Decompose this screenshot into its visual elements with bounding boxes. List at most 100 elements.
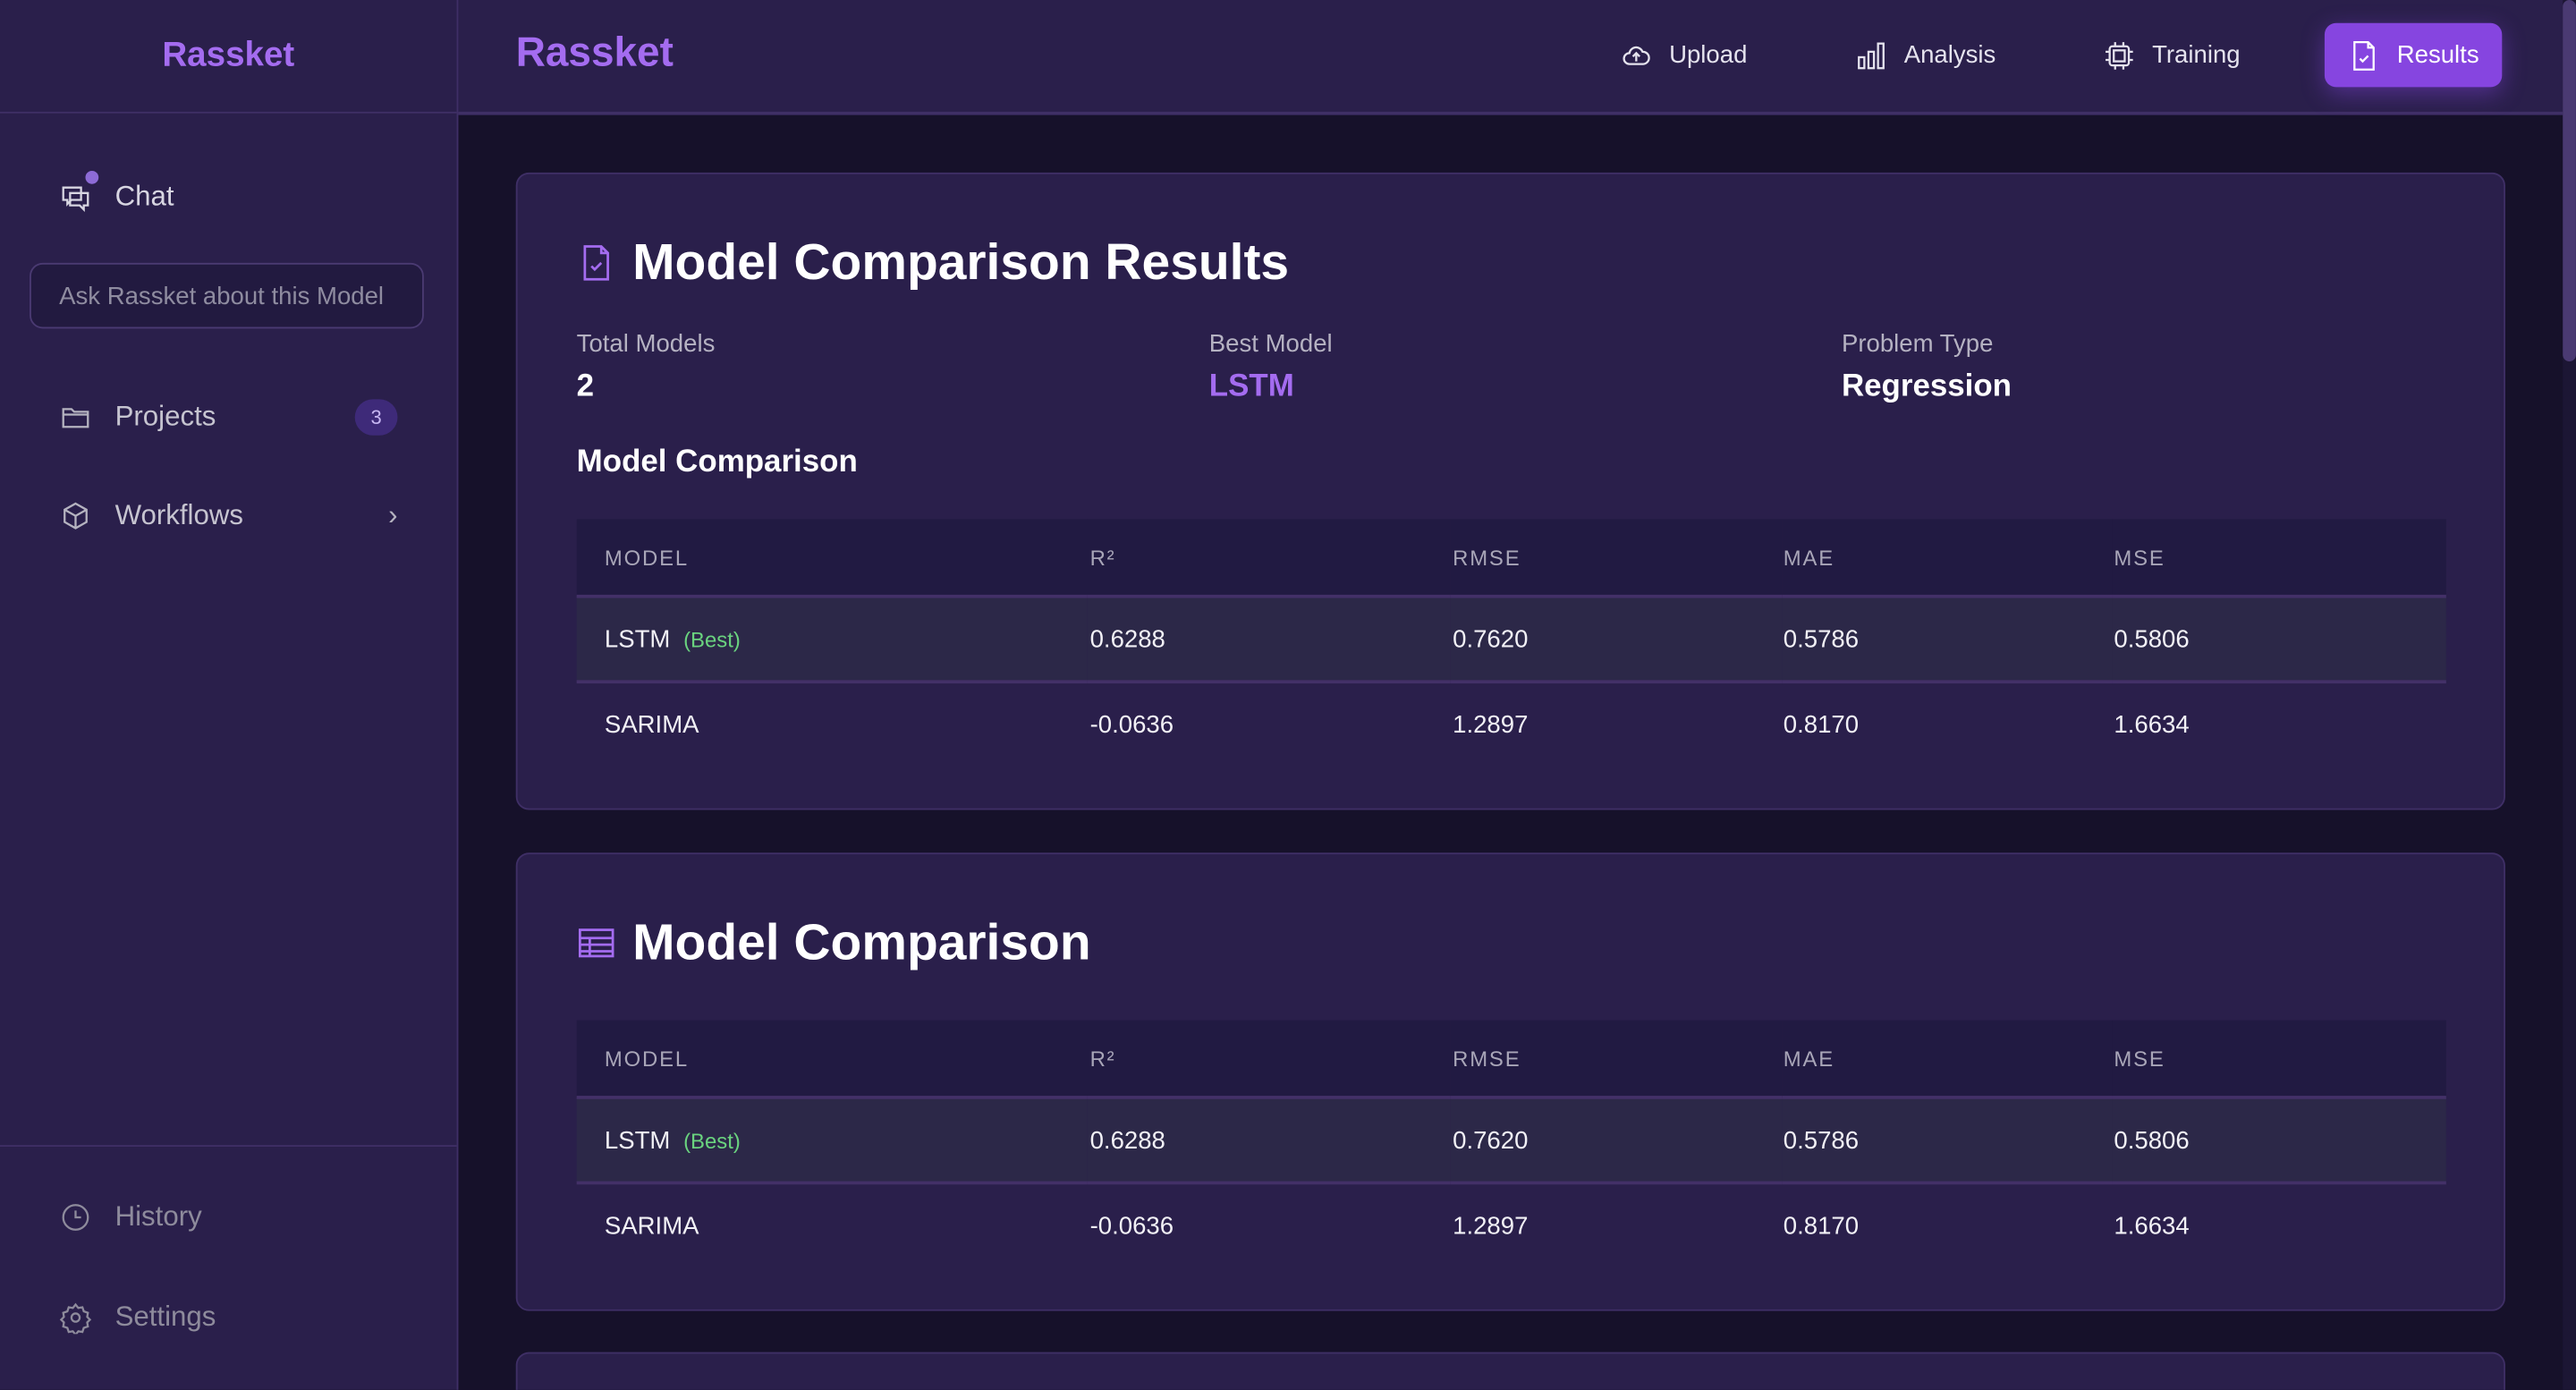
mse-cell: 1.6634 [2114,710,2190,739]
stat-value: LSTM [1208,369,1294,404]
table-row: SARIMA -0.0636 1.2897 0.8170 1.6634 [577,682,2446,766]
results-card: Model Comparison Results Total Models 2 B… [515,172,2505,810]
stat-value: 2 [576,369,595,404]
sidebar-item-settings[interactable]: Settings [59,1301,397,1335]
sidebar-item-projects[interactable]: Projects 3 [59,399,398,436]
sidebar-item-label: Settings [114,1301,216,1333]
projects-count-badge: 3 [354,399,398,436]
r2-cell: -0.0636 [1089,710,1174,739]
ask-rassket-input[interactable] [30,262,424,329]
table-row: LSTM (Best) 0.6288 0.7620 0.5786 0.5806 [576,1097,2446,1185]
column-header: R² [1088,519,1452,598]
table-row: SARIMA -0.0636 1.2897 0.8170 1.6634 [577,1182,2446,1267]
file-check-icon [2353,40,2375,70]
table-icon [578,928,614,958]
model-name: LSTM [604,624,671,654]
model-name: SARIMA [604,710,699,739]
mae-cell: 0.8170 [1783,710,1860,739]
rmse-cell: 1.2897 [1453,1211,1529,1240]
stat-total-models: Total Models 2 [577,330,716,405]
mae-cell: 0.5786 [1781,596,2113,684]
best-label: (Best) [683,1127,741,1153]
sidebar-brand: Rassket [0,0,457,114]
r2-cell: 0.6288 [1088,596,1452,684]
mse-cell: 1.6634 [2114,1211,2190,1240]
folder-icon [62,408,89,428]
comparison-card: Model Comparison MODEL R² RMSE MAE MSE LSTM (B… [515,852,2505,1311]
sidebar-item-label: History [114,1200,202,1233]
stat-label: Problem Type [1841,330,1994,359]
mse-cell: 0.5806 [2112,596,2446,684]
sidebar-item-workflows[interactable]: Workflows › [59,499,397,532]
best-label: (Best) [683,626,741,652]
nav-label: Results [2396,40,2479,70]
cloud-upload-icon [1623,45,1650,64]
table-row: LSTM (Best) 0.6288 0.7620 0.5786 0.5806 [576,596,2446,684]
nav-label: Upload [1669,40,1748,70]
column-header: RMSE [1451,1020,1782,1099]
scrollbar[interactable] [2563,0,2576,1390]
stat-label: Best Model [1208,330,1333,359]
clock-icon [62,1204,89,1231]
comparison-title: Model Comparison [577,913,1091,972]
table-header-row: MODEL R² RMSE MAE MSE [576,519,2446,598]
column-header: MSE [2112,1020,2446,1099]
model-cell: SARIMA [577,682,1089,766]
nav-analysis[interactable]: Analysis [1832,23,2019,88]
nav-label: Training [2152,40,2241,70]
cpu-icon [2106,41,2133,69]
bar-chart-icon [1858,41,1885,69]
sidebar-item-label: Projects [114,401,216,433]
rmse-cell: 0.7620 [1451,1097,1782,1185]
column-header: R² [1088,1020,1452,1099]
mae-cell: 0.8170 [1783,1211,1860,1240]
column-header: MSE [2112,519,2446,598]
top-bar: Rassket Upload Analysis Training Results [458,0,2576,115]
comparison-table: MODEL R² RMSE MAE MSE LSTM (Best) 0.6288 0.7620 0… [576,1020,2446,1267]
stat-value: Regression [1841,369,2012,404]
comparison-table: MODEL R² RMSE MAE MSE LSTM (Best) 0.6288 0.7620 0… [576,519,2446,766]
mse-cell: 0.5806 [2112,1097,2446,1185]
column-header: MODEL [576,519,1089,598]
card-title-text: Model Comparison [632,913,1091,971]
stat-label: Total Models [576,330,716,359]
nav-label: Analysis [1903,40,1996,70]
scrollbar-thumb[interactable] [2563,0,2576,362]
sidebar-item-label: Workflows [114,499,244,531]
sidebar: Rassket Chat Projects 3 Workflows › Hist… [0,0,459,1390]
model-name: SARIMA [604,1211,699,1240]
model-cell: SARIMA [577,1182,1089,1267]
results-title: Model Comparison Results [577,233,1289,292]
model-name: LSTM [604,1126,671,1155]
next-card [515,1352,2505,1390]
mae-cell: 0.5786 [1781,1097,2113,1185]
sidebar-item-label: Chat [114,181,174,212]
sidebar-item-history[interactable]: History [59,1201,397,1234]
r2-cell: -0.0636 [1089,1211,1174,1240]
gear-icon [59,1302,92,1335]
rmse-cell: 0.7620 [1451,596,1782,684]
cube-icon [64,502,88,530]
column-header: MAE [1781,1020,2113,1099]
chat-icon [59,171,99,214]
rmse-cell: 1.2897 [1453,710,1529,739]
file-check-icon [583,245,609,281]
sidebar-footer [0,1145,457,1148]
column-header: MODEL [576,1020,1089,1099]
stat-problem-type: Problem Type Regression [1842,330,2012,405]
section-subtitle: Model Comparison [576,445,858,480]
r2-cell: 0.6288 [1088,1097,1452,1185]
nav-results[interactable]: Results [2324,22,2503,88]
sidebar-item-chat[interactable]: Chat [59,171,397,214]
model-cell: LSTM (Best) [576,1097,1089,1185]
card-title-text: Model Comparison Results [632,233,1290,292]
model-cell: LSTM (Best) [576,596,1089,684]
nav-upload[interactable]: Upload [1597,23,1770,88]
header-brand: Rassket [515,30,674,76]
chevron-right-icon: › [388,499,398,531]
nav-training[interactable]: Training [2080,23,2263,88]
table-header-row: MODEL R² RMSE MAE MSE [576,1020,2446,1099]
column-header: RMSE [1451,519,1782,598]
stat-best-model: Best Model LSTM [1209,330,1333,405]
